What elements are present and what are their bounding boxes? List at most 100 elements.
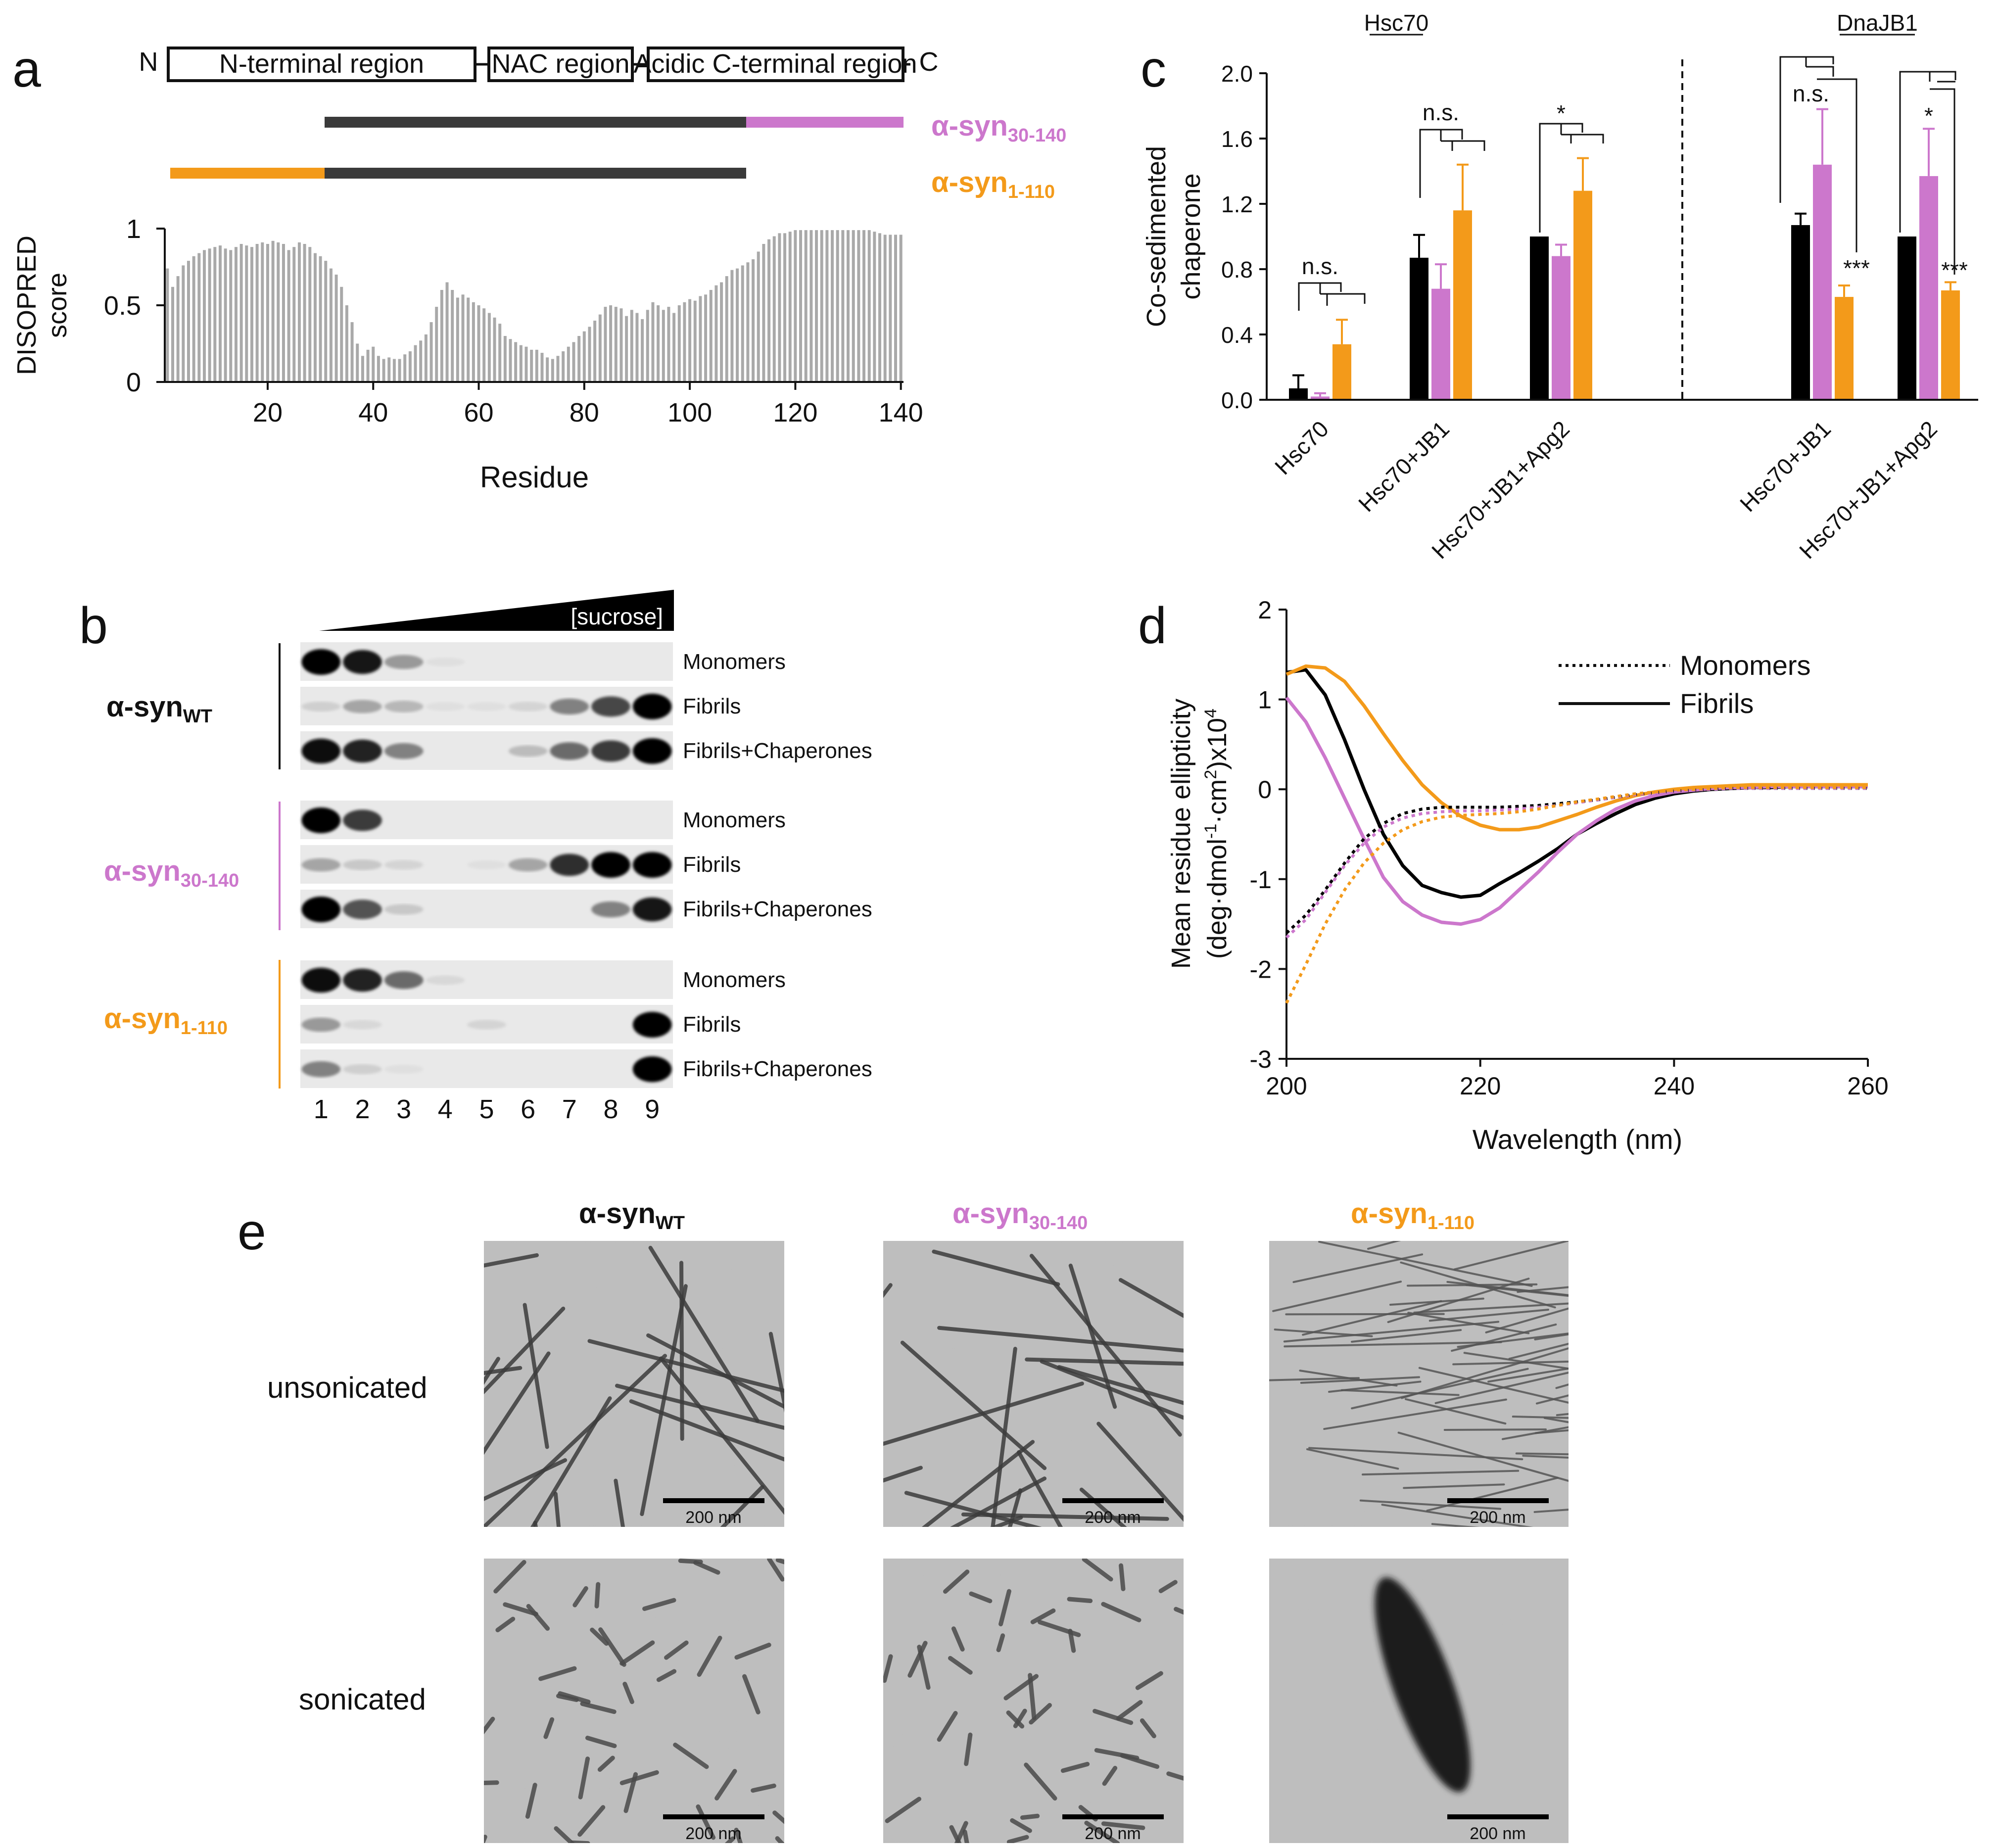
disopred-bar [498, 324, 502, 382]
disopred-bar [303, 244, 306, 382]
tem-fibril-fragment [642, 1598, 676, 1611]
tem-fibril-fragment [590, 1627, 609, 1646]
tem-fibril-fragment [1006, 1710, 1025, 1729]
disopred-bar [503, 336, 507, 382]
disopred-bar [340, 286, 343, 382]
disopred-bar [867, 230, 871, 382]
cosed-category-label: Hsc70+JB1 [1735, 416, 1836, 517]
tem-fibril-fragment [538, 1666, 577, 1681]
disopred-y-tick-label: 1 [126, 214, 141, 244]
panel-e: e α-synWT α-syn30-140 α-syn1-110 unsonic… [238, 1197, 1569, 1843]
cosed-bar [1813, 164, 1832, 400]
disopred-bar [524, 346, 528, 382]
lane-number: 6 [521, 1094, 535, 1124]
tem-fibril-fragment [1010, 1818, 1032, 1833]
panel-b: b [sucrose] α-synWT α-syn30-140 α-syn1-1… [79, 590, 872, 1124]
tem-fibril [900, 1340, 1047, 1470]
tem-fibril-fragment [962, 1829, 969, 1843]
disopred-bar [292, 247, 296, 382]
disopred-bar [482, 308, 486, 382]
blot-band [508, 745, 548, 757]
tem-fibril [1040, 1359, 1184, 1420]
tem-fibril [1340, 1389, 1460, 1396]
tem-fibril-fragment [673, 1743, 709, 1769]
disopred-bar [593, 321, 597, 382]
tem-fibril-fragment [969, 1591, 993, 1604]
scale-bar-label: 200 nm [685, 1824, 741, 1843]
tem-fibril [921, 1440, 1035, 1527]
disopred-bar [424, 334, 428, 382]
tem-fibril [1515, 1452, 1569, 1456]
row-label: Fibrils+Chaperones [683, 897, 872, 921]
tem-fibrils [883, 1249, 1184, 1527]
tem-fibril [615, 1383, 784, 1430]
disopred-bar [746, 262, 750, 382]
disopred-bar [419, 340, 423, 382]
blot-band [301, 858, 341, 872]
sig-label: * [1924, 103, 1933, 129]
blot-band [343, 809, 382, 831]
cosed-bar [1453, 210, 1472, 400]
blot-band [301, 1061, 341, 1078]
row-label-sonicated: sonicated [299, 1683, 426, 1716]
blot-band [632, 1012, 672, 1038]
blot-band [550, 853, 589, 876]
disopred-bar [725, 276, 728, 382]
scale-bar-label: 200 nm [1470, 1508, 1525, 1527]
disopred-bar [171, 286, 174, 382]
disopred-bar [477, 305, 480, 382]
tem-fibril [1284, 1341, 1502, 1348]
sig-bracket [1929, 72, 1955, 275]
disopred-bar [414, 345, 417, 382]
cd-y-tick-label: 0 [1258, 776, 1272, 804]
disopred-bar [266, 244, 269, 382]
tem-fibril-fragment [622, 1681, 634, 1705]
blot-band [467, 702, 506, 711]
tem-fibril-fragment [484, 1835, 487, 1843]
lane-number: 4 [438, 1094, 453, 1124]
cosed-bar [1332, 344, 1351, 400]
tem-fibril [1443, 1428, 1547, 1431]
co-sedimentation-bars [1289, 108, 1960, 400]
tem-fibril-fragment [1101, 1602, 1142, 1622]
tem-fibril-fragment [1174, 1607, 1184, 1615]
disopred-bar [372, 346, 375, 382]
tem-fibril [1426, 1476, 1559, 1512]
tem-fibril [1025, 1357, 1184, 1366]
tem-fibril [1431, 1523, 1480, 1527]
disopred-bar [456, 297, 459, 382]
disopred-bar [598, 314, 602, 382]
disopred-bar [182, 265, 185, 382]
tem-fibril [1302, 1300, 1442, 1336]
blot-band [384, 860, 424, 870]
tem-fibril-fragment [577, 1805, 606, 1837]
tem-fibril [932, 1249, 1060, 1286]
disopred-bar [261, 242, 264, 382]
tem-fibril-fragment [1158, 1580, 1178, 1593]
disopred-bar [398, 359, 401, 382]
tem-image: 200 nm [1269, 1241, 1569, 1527]
blot-band [301, 701, 341, 712]
disopred-bar [234, 247, 238, 382]
blot-band [343, 1064, 382, 1075]
disopred-bar [572, 342, 575, 382]
cosed-y-tick-label: 2.0 [1221, 61, 1253, 87]
tem-fibril [1017, 1450, 1063, 1527]
disopred-x-tick-label: 40 [358, 398, 388, 427]
tem-fibril-fragment [1140, 1718, 1156, 1739]
tem-fibril [1068, 1263, 1117, 1409]
blot-band [384, 655, 424, 669]
disopred-bar [202, 250, 206, 382]
disopred-bar [313, 253, 317, 382]
n-terminal-domain-box [167, 47, 476, 82]
scale-bar [1062, 1814, 1164, 1819]
tem-image: 200 nm [883, 1241, 1184, 1527]
disopred-bar [487, 313, 491, 382]
disopred-bar [530, 349, 533, 382]
tem-fibril-fragment [493, 1560, 526, 1594]
disopred-bar [831, 230, 834, 382]
tem-fibril [1534, 1429, 1569, 1434]
disopred-bar [239, 244, 243, 382]
group-header-dnajb1: DnaJB1 [1837, 10, 1918, 36]
tem-fibril-fragment [1082, 1559, 1113, 1582]
